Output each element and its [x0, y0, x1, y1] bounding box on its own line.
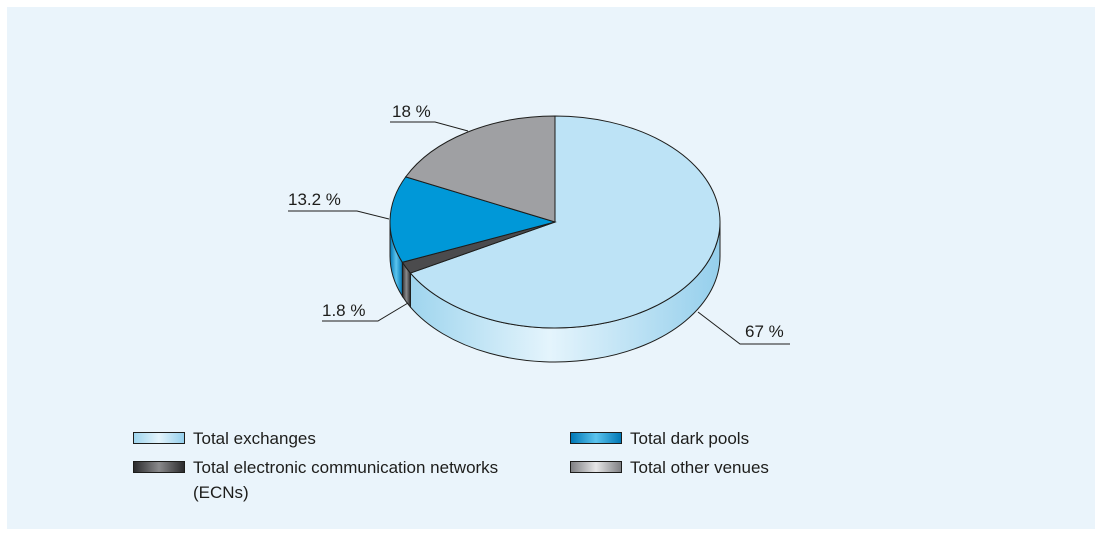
- legend-item-ecns: Total electronic communication networks …: [133, 455, 553, 505]
- leader-line-other-venues: [390, 121, 469, 132]
- leader-line-dark-pools: [288, 210, 390, 220]
- legend-item-exchanges: Total exchanges: [133, 426, 316, 451]
- legend-label-exchanges: Total exchanges: [193, 429, 316, 448]
- leader-line-exchanges: [697, 311, 790, 345]
- data-label-dark-pools: 13.2 %: [288, 190, 341, 209]
- data-label-exchanges: 67 %: [745, 322, 784, 341]
- pie-slice-exchanges: [409, 115, 721, 329]
- legend-swatch-dark-pools: [570, 432, 622, 444]
- data-label-other-venues: 18 %: [392, 102, 431, 121]
- leader-line-ecns: [322, 302, 409, 322]
- legend-label-dark-pools: Total dark pools: [630, 429, 750, 448]
- legend-swatch-exchanges: [133, 432, 185, 444]
- legend-swatch-other-venues: [570, 461, 622, 473]
- data-label-ecns: 1.8 %: [322, 301, 365, 320]
- legend-item-other-venues: Total other venues: [570, 455, 769, 480]
- pie-slice-other-venues: [404, 115, 556, 223]
- legend-item-dark-pools: Total dark pools: [570, 426, 749, 451]
- legend-swatch-ecns: [133, 461, 185, 473]
- legend-label-ecns: Total electronic communication networks …: [193, 458, 499, 502]
- legend-label-other-venues: Total other venues: [630, 458, 769, 477]
- pie-slice-dark-pools: [389, 176, 557, 263]
